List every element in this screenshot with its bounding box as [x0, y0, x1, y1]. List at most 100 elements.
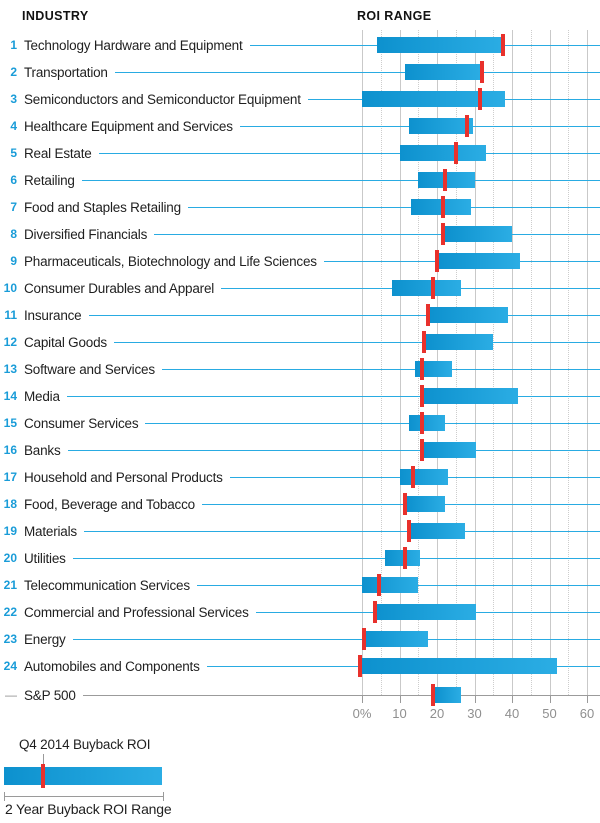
industry-label: Diversified Financials: [24, 226, 148, 242]
industry-rank: 15: [3, 416, 17, 430]
industry-label: Telecommunication Services: [24, 577, 190, 593]
roi-range-bar: [435, 687, 462, 703]
industry-rank: 19: [3, 524, 17, 538]
axis-tick-40: [512, 695, 513, 703]
industry-label: Pharmaceuticals, Biotechnology and Life …: [24, 253, 317, 269]
leader-line: [113, 341, 600, 343]
legend-range-bracket: [4, 792, 164, 801]
industry-label: Media: [24, 388, 60, 404]
buyback-roi-marker: [465, 115, 469, 137]
industry-row-10: 10 Consumer Durables and Apparel: [0, 275, 600, 302]
leader-line: [154, 233, 600, 235]
industry-rank: 11: [4, 308, 17, 322]
roi-range-bar: [408, 118, 473, 134]
industry-row-19: 19 Materials: [0, 518, 600, 545]
industry-rank: 23: [3, 632, 17, 646]
industry-label: Consumer Services: [24, 415, 139, 431]
axis-tick-60: [587, 695, 588, 703]
industry-row-11: 11 Insurance: [0, 302, 600, 329]
major-gridline-0: [362, 30, 363, 695]
industry-row-7: 7 Food and Staples Retailing: [0, 194, 600, 221]
buyback-roi-marker: [406, 520, 411, 542]
legend-range-label: 2 Year Buyback ROI Range: [5, 801, 172, 817]
industry-rank: 18: [3, 497, 17, 511]
axis-tick-label-60: 60: [579, 706, 595, 721]
industry-row-13: 13 Software and Services: [0, 356, 600, 383]
buyback-roi-marker: [420, 358, 424, 380]
industry-row-6: 6 Retailing: [0, 167, 600, 194]
industry-label: Capital Goods: [24, 334, 107, 350]
roi-range-bar: [444, 226, 512, 242]
industry-rank: 17: [3, 470, 17, 484]
industry-label: Commercial and Professional Services: [24, 604, 249, 620]
industry-row-23: 23 Energy: [0, 626, 600, 653]
industry-label: Materials: [24, 523, 77, 539]
leader-line: [161, 368, 600, 370]
major-gridline-50: [549, 30, 551, 695]
axis-tick-50: [549, 695, 551, 703]
roi-range-bar: [407, 496, 445, 512]
buyback-roi-marker: [431, 277, 436, 299]
roi-range-bar: [377, 37, 505, 53]
industry-rank: 22: [3, 605, 17, 619]
industry-row-15: 15 Consumer Services: [0, 410, 600, 437]
roi-range-bar: [362, 631, 428, 647]
buyback-roi-marker: [358, 655, 363, 677]
legend-roi-marker: [41, 764, 45, 788]
buyback-roi-marker: [453, 142, 458, 164]
leader-line: [72, 557, 600, 559]
industry-label: Transportation: [24, 64, 108, 80]
buyback-roi-marker: [403, 493, 408, 515]
axis-tick-label-10: 10: [392, 706, 407, 721]
buyback-roi-marker: [431, 684, 436, 706]
leader-line: [201, 503, 600, 505]
sp500-row: — S&P 500: [0, 682, 600, 709]
leader-line: [67, 449, 600, 451]
roi-range-bar: [399, 469, 449, 485]
industry-rank: 4: [10, 119, 17, 133]
buyback-roi-marker: [435, 250, 439, 272]
industry-row-20: 20 Utilities: [0, 545, 600, 572]
industry-rank: 1: [10, 38, 17, 52]
industry-label: Automobiles and Components: [24, 658, 200, 674]
industry-label: Healthcare Equipment and Services: [24, 118, 233, 134]
roi-range-bar: [429, 307, 509, 323]
industry-rank: 24: [3, 659, 17, 673]
legend-q4-buyback-roi-label: Q4 2014 Buyback ROI: [19, 737, 151, 752]
roi-range-bar: [422, 442, 477, 458]
industry-rank: 5: [10, 146, 17, 160]
roi-range-bar: [392, 280, 462, 296]
industry-row-8: 8 Diversified Financials: [0, 221, 600, 248]
buyback-roi-marker: [480, 61, 484, 83]
leader-line: [81, 179, 600, 181]
industry-rank: 7: [10, 200, 17, 214]
industry-label: Energy: [24, 631, 66, 647]
major-gridline-10: [399, 30, 401, 695]
buyback-roi-marker: [373, 601, 378, 623]
industry-row-1: 1 Technology Hardware and Equipment: [0, 32, 600, 59]
axis-tick-10: [399, 695, 401, 703]
buyback-roi-marker: [440, 223, 445, 245]
industry-rank: 14: [3, 389, 17, 403]
industry-label: Household and Personal Products: [24, 469, 223, 485]
industry-rank: 2: [10, 65, 17, 79]
axis-tick-label-30: 30: [467, 706, 482, 721]
minor-gridline-5: [380, 30, 382, 695]
leader-line: [114, 71, 600, 73]
industry-label: Real Estate: [24, 145, 92, 161]
industry-label: Banks: [24, 442, 61, 458]
minor-gridline-45: [530, 30, 532, 695]
industry-label: Utilities: [24, 550, 66, 566]
industry-row-21: 21 Telecommunication Services: [0, 572, 600, 599]
roi-range-bar: [425, 334, 494, 350]
industry-row-14: 14 Media: [0, 383, 600, 410]
industry-label: Food and Staples Retailing: [24, 199, 181, 215]
leader-line: [66, 395, 600, 397]
industry-row-4: 4 Healthcare Equipment and Services: [0, 113, 600, 140]
leader-line: [98, 152, 600, 154]
industry-rank: 16: [3, 443, 17, 457]
industry-label: Food, Beverage and Tobacco: [24, 496, 195, 512]
industry-rank: 12: [3, 335, 17, 349]
buyback-roi-marker: [361, 628, 366, 650]
industry-label: Consumer Durables and Apparel: [24, 280, 215, 296]
